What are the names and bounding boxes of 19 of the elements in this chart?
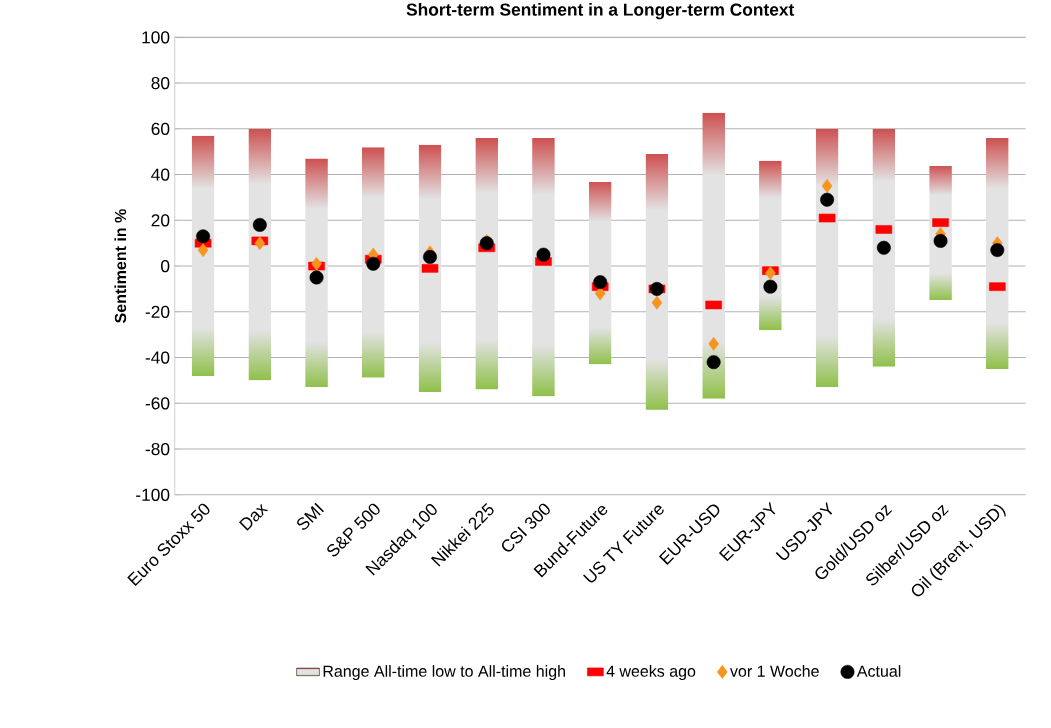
- legend-label: vor 1 Woche: [730, 665, 819, 677]
- y-tick-label: 40: [151, 168, 170, 181]
- y-axis-title: Sentiment in %: [114, 209, 127, 323]
- y-tick-label: -20: [145, 305, 170, 318]
- y-tick-label: -80: [145, 442, 170, 456]
- legend-label: Actual: [856, 665, 901, 677]
- y-tick-label: 80: [151, 76, 170, 90]
- x-tick-label: SMI: [297, 502, 324, 530]
- y-tick-label: 0: [161, 259, 170, 273]
- x-tick-label: Dax: [239, 503, 269, 531]
- y-tick-label: -40: [145, 351, 170, 364]
- y-tick-label: 60: [151, 122, 170, 135]
- y-tick-label: 20: [151, 214, 170, 227]
- y-tick-label: -100: [136, 488, 170, 501]
- legend-label: Range All-time low to All-time high: [323, 665, 565, 680]
- y-tick-label: 100: [142, 31, 170, 44]
- y-tick-label: -60: [145, 397, 170, 410]
- chart-title: Short-term Sentiment in a Longer-term Context: [406, 2, 795, 20]
- legend-label: 4 weeks ago: [606, 665, 696, 680]
